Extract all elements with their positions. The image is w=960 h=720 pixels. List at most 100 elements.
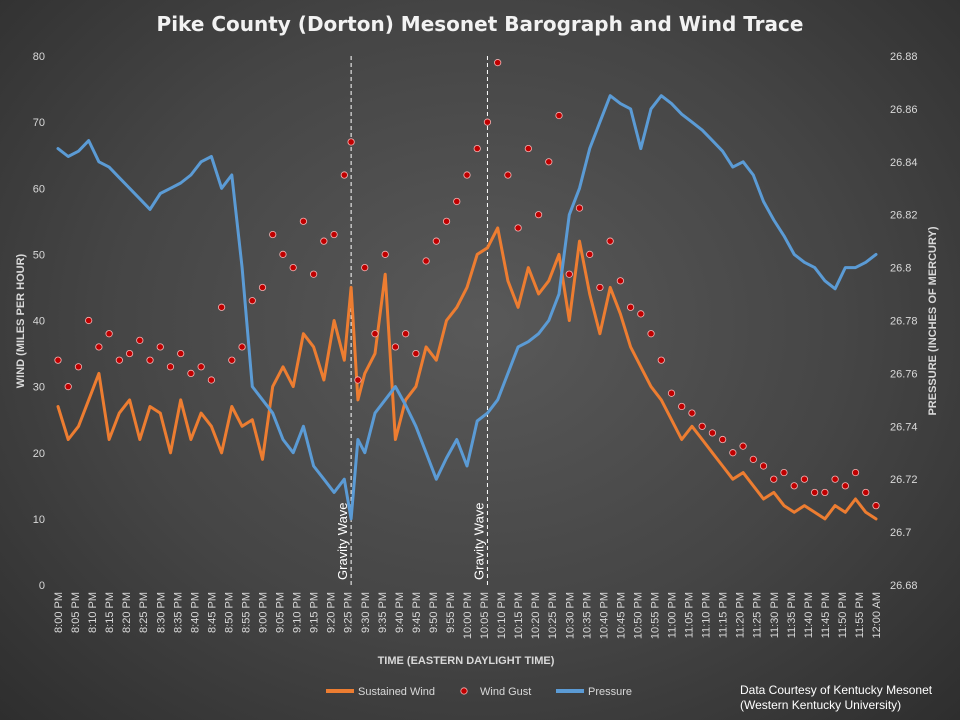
wind-gust-point bbox=[85, 316, 93, 325]
wind-gust-point bbox=[218, 303, 226, 311]
chart-title: Pike County (Dorton) Mesonet Barograph a… bbox=[157, 12, 804, 36]
y-left-tick-label: 20 bbox=[33, 448, 45, 460]
x-tick-label: 11:20 PM bbox=[735, 592, 747, 638]
x-tick-label: 10:55 PM bbox=[649, 592, 661, 639]
x-tick-label: 8:05 PM bbox=[70, 592, 82, 633]
wind-gust-point bbox=[371, 330, 379, 338]
x-tick-label: 8:20 PM bbox=[121, 592, 133, 633]
x-tick-label: 10:20 PM bbox=[530, 592, 542, 639]
wind-gust-point bbox=[166, 363, 175, 371]
x-tick-label: 9:25 PM bbox=[343, 592, 355, 633]
wind-gust-point bbox=[719, 435, 727, 444]
wind-gust-point bbox=[606, 237, 614, 245]
x-tick-label: 10:05 PM bbox=[479, 592, 491, 639]
y-right-tick-label: 26.74 bbox=[890, 421, 918, 433]
legend-label: Pressure bbox=[588, 686, 632, 698]
x-tick-label: 11:45 PM bbox=[820, 592, 832, 638]
left-axis: 0 10 20 30 40 50 60 70 80 bbox=[33, 51, 45, 592]
x-tick-label: 8:45 PM bbox=[206, 592, 218, 633]
wind-gust-point bbox=[780, 468, 788, 477]
wind-gust-point bbox=[657, 356, 665, 364]
y-right-tick-label: 26.76 bbox=[890, 368, 918, 380]
credit-line-1: Data Courtesy of Kentucky Mesonet bbox=[740, 683, 933, 697]
wind-gust-point bbox=[800, 475, 809, 483]
wind-gust-point bbox=[534, 211, 543, 219]
x-tick-label: 11:00 PM bbox=[667, 592, 679, 638]
x-tick-label: 9:40 PM bbox=[394, 592, 406, 633]
x-tick-label: 9:30 PM bbox=[360, 592, 372, 633]
x-axis-title: TIME (EASTERN DAYLIGHT TIME) bbox=[378, 655, 555, 667]
wind-gust-point bbox=[524, 144, 532, 153]
wind-gust-point bbox=[831, 475, 839, 483]
wind-gust-point bbox=[402, 330, 410, 338]
x-tick-label: 9:35 PM bbox=[377, 592, 389, 633]
y-right-tick-label: 26.84 bbox=[890, 157, 918, 169]
wind-gust-point bbox=[248, 297, 256, 305]
wind-gust-point bbox=[473, 144, 481, 153]
wind-gust-point bbox=[698, 422, 706, 430]
y-left-tick-label: 60 bbox=[33, 183, 45, 195]
wind-gust-point bbox=[841, 482, 849, 490]
x-tick-label: 10:25 PM bbox=[547, 592, 559, 639]
wind-gust-point bbox=[299, 217, 307, 225]
wind-gust-point bbox=[555, 111, 563, 120]
wind-gust-point bbox=[289, 263, 297, 272]
y-left-tick-label: 30 bbox=[33, 382, 45, 394]
wind-gust-point bbox=[238, 343, 246, 351]
wind-gust-point bbox=[64, 383, 72, 391]
wind-gust-point bbox=[463, 171, 471, 179]
x-tick-label: 11:10 PM bbox=[701, 592, 713, 638]
wind-gust-point bbox=[391, 343, 400, 351]
wind-gust-point bbox=[105, 330, 113, 338]
wind-gust-point bbox=[54, 356, 62, 364]
pressure-line bbox=[56, 94, 878, 521]
y-left-tick-label: 10 bbox=[33, 514, 45, 526]
wind-gust-point bbox=[749, 455, 757, 463]
x-tick-label: 11:40 PM bbox=[803, 592, 815, 638]
x-tick-label: 8:35 PM bbox=[172, 592, 184, 633]
y-right-tick-label: 26.72 bbox=[890, 474, 918, 486]
x-tick-label: 8:10 PM bbox=[87, 592, 99, 633]
y-left-tick-label: 80 bbox=[33, 51, 45, 63]
x-tick-label: 10:15 PM bbox=[513, 592, 525, 639]
wind-gust-point bbox=[494, 59, 502, 67]
wind-gust-point bbox=[708, 429, 717, 437]
y-right-tick-label: 26.7 bbox=[890, 527, 911, 539]
wind-gust-point bbox=[729, 449, 737, 457]
x-tick-label: 8:40 PM bbox=[189, 592, 201, 633]
wind-gust-point bbox=[422, 257, 430, 265]
x-tick-label: 12:00 AM bbox=[871, 592, 883, 638]
x-tick-label: 10:40 PM bbox=[598, 592, 610, 639]
wind-gust-point bbox=[616, 277, 624, 285]
legend: Sustained Wind Wind Gust Pressure bbox=[326, 686, 632, 698]
x-tick-label: 8:30 PM bbox=[155, 592, 167, 633]
x-tick-label: 11:15 PM bbox=[718, 592, 730, 638]
y-right-tick-label: 26.78 bbox=[890, 316, 918, 328]
gravity-wave-label: Gravity Wave bbox=[471, 502, 486, 580]
legend-label: Wind Gust bbox=[480, 686, 531, 698]
y-axis-title-left: WIND (MILES PER HOUR) bbox=[15, 253, 27, 388]
x-tick-label: 10:10 PM bbox=[496, 592, 508, 639]
wind-gust-point bbox=[586, 250, 594, 258]
gravity-wave-label: Gravity Wave bbox=[335, 502, 350, 580]
wind-gust-point bbox=[483, 118, 492, 126]
wind-gust-point bbox=[851, 468, 860, 477]
wind-gust-point bbox=[432, 237, 440, 245]
wind-gust-point bbox=[156, 343, 164, 351]
wind-gust-point bbox=[187, 369, 195, 377]
x-tick-label: 10:50 PM bbox=[632, 592, 644, 639]
wind-gust-point bbox=[862, 488, 870, 497]
y-right-tick-label: 26.8 bbox=[890, 263, 911, 275]
wind-gust-point bbox=[310, 270, 318, 278]
wind-gust-point bbox=[412, 349, 420, 358]
wind-gust-point bbox=[504, 171, 512, 179]
legend-label: Sustained Wind bbox=[358, 686, 435, 698]
y-axis-title-right: PRESSURE (INCHES OF MERCURY) bbox=[927, 226, 939, 415]
wind-gust-point bbox=[872, 502, 880, 510]
x-tick-label: 11:50 PM bbox=[837, 592, 849, 638]
x-tick-label: 8:00 PM bbox=[53, 592, 65, 633]
y-left-tick-label: 0 bbox=[39, 580, 45, 592]
x-tick-label: 8:25 PM bbox=[138, 592, 150, 633]
